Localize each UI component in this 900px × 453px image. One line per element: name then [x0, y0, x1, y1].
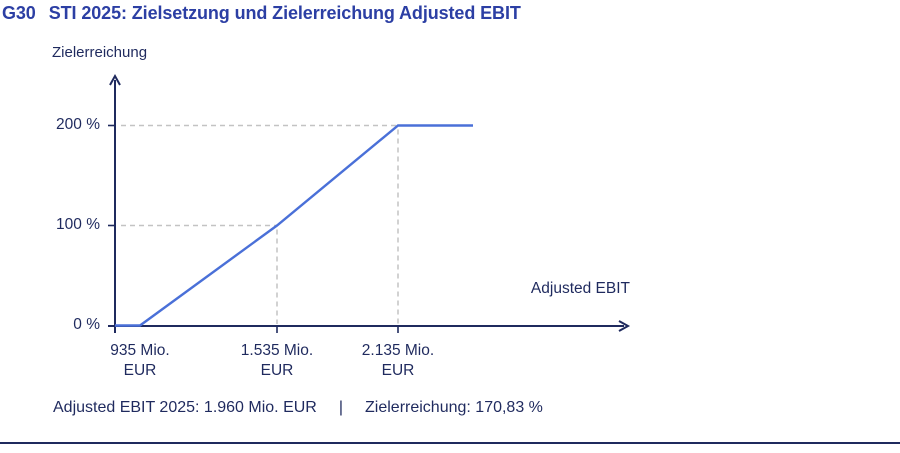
bottom-divider [0, 442, 900, 444]
result-caption: Adjusted EBIT 2025: 1.960 Mio. EUR | Zie… [53, 399, 543, 417]
y-axis-title: Zielerreichung [52, 44, 148, 61]
caption-zielerreichung-result: Zielerreichung: 170,83 % [365, 399, 543, 416]
figure-title: STI 2025: Zielsetzung und Zielerreichung… [48, 3, 521, 23]
x-axis-title: Adjusted EBIT [530, 280, 630, 297]
caption-adjusted-ebit-result: Adjusted EBIT 2025: 1.960 Mio. EUR [53, 399, 317, 416]
x-axis-arrowhead-icon [618, 320, 631, 332]
caption-separator: | [338, 399, 344, 416]
figure-header: G30 STI 2025: Zielsetzung und Zielerreic… [2, 3, 521, 24]
payout-line [115, 124, 473, 327]
y-axis-arrowhead-icon [109, 73, 121, 86]
figure-number: G30 [2, 3, 36, 23]
